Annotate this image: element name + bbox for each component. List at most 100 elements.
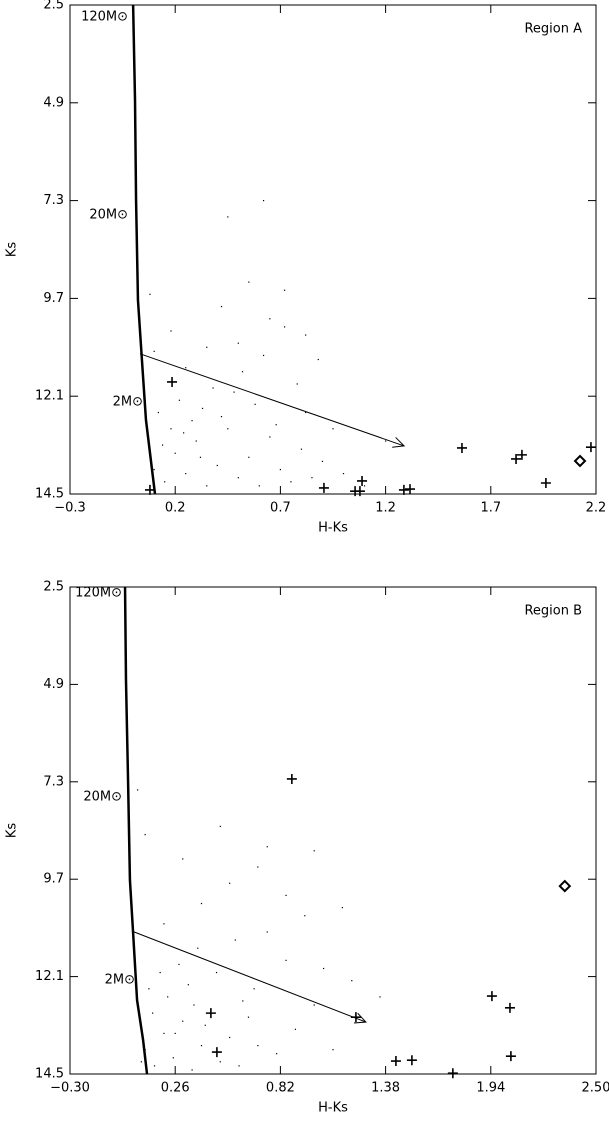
plus-marker	[447, 1068, 458, 1079]
plus-marker	[398, 484, 409, 495]
star-dot	[305, 334, 307, 336]
star-dot	[285, 959, 287, 961]
plus-marker	[354, 486, 365, 497]
plus-marker	[456, 442, 467, 453]
star-dot	[219, 825, 221, 828]
star-dot	[174, 452, 176, 454]
star-dot	[241, 371, 244, 373]
star-dot	[174, 1032, 176, 1035]
star-dot	[248, 456, 250, 458]
star-dot	[351, 980, 353, 982]
star-dot	[305, 411, 307, 414]
star-dot	[304, 915, 306, 917]
star-dot	[317, 358, 319, 361]
x-tick-label: 1.94	[476, 1081, 505, 1096]
star-dot	[172, 1057, 174, 1059]
mass-label: 120M⊙	[75, 586, 122, 601]
panel: −0.30 0.26 0.82 1.38 1.94 2.50 2.5 4.9 7.3 9.7 12.…	[5, 580, 609, 1116]
star-dot	[170, 330, 172, 332]
plus-marker	[486, 991, 497, 1002]
x-tick-label: 2.50	[582, 1081, 609, 1096]
x-tick-label: 1.7	[480, 501, 501, 516]
plus-marker	[390, 1056, 401, 1067]
star-dot	[262, 200, 265, 202]
star-dot	[321, 460, 324, 462]
star-dot	[200, 902, 203, 905]
star-dot	[149, 293, 151, 295]
plus-marker	[504, 1002, 515, 1013]
x-axis-label: H-Ks	[318, 521, 348, 536]
star-dot	[379, 996, 381, 998]
star-dot	[233, 391, 235, 393]
star-dot	[201, 407, 204, 410]
mass-label: 2M⊙	[113, 395, 143, 410]
star-dot	[182, 1020, 184, 1022]
star-dot	[144, 833, 146, 836]
y-tick-label: 4.9	[43, 677, 64, 692]
star-dot	[140, 1061, 142, 1063]
star-dot	[313, 1004, 315, 1006]
star-dot	[284, 326, 286, 328]
y-tick-label: 2.5	[43, 580, 64, 595]
star-dot	[215, 971, 218, 974]
star-dot	[313, 850, 315, 852]
star-dot	[229, 882, 231, 884]
star-dot	[163, 923, 165, 925]
x-tick-label: 0.2	[165, 501, 186, 516]
star-dot	[296, 383, 298, 385]
star-dot	[219, 1061, 221, 1063]
reddening-vector	[131, 930, 367, 1023]
plus-marker	[406, 1055, 417, 1066]
star-dot	[185, 367, 187, 369]
star-dot	[227, 428, 229, 430]
mass-label: 20M⊙	[89, 208, 128, 223]
star-dot	[220, 415, 223, 418]
star-dot	[254, 403, 256, 405]
star-dot	[311, 477, 313, 479]
arrow-head	[353, 1012, 367, 1024]
star-dot	[242, 1000, 244, 1002]
star-dot	[161, 444, 164, 446]
star-dot	[341, 907, 343, 909]
x-tick-label: 0.82	[266, 1081, 295, 1096]
x-axis-label: H-Ks	[318, 1101, 348, 1116]
star-dot	[269, 436, 271, 438]
star-dot	[187, 984, 189, 986]
star-dot	[275, 424, 277, 426]
x-tick-label: 0.26	[161, 1081, 190, 1096]
star-dot	[385, 440, 387, 442]
star-dot	[152, 1012, 154, 1014]
star-dot	[157, 411, 159, 414]
star-dot	[200, 1044, 203, 1047]
plus-marker	[167, 376, 178, 387]
star-dot	[284, 289, 286, 291]
star-dot	[332, 428, 334, 430]
panel: −0.3 0.2 0.7 1.2 1.7 2.2 2.5 4.9 7.3 9.7 12.1 14.5 H…	[5, 0, 607, 536]
mass-label: 2M⊙	[105, 973, 135, 988]
star-dot	[153, 350, 155, 352]
plus-marker	[318, 482, 329, 493]
x-tick-label: 1.38	[371, 1081, 400, 1096]
plus-marker	[505, 1051, 516, 1062]
star-dot	[247, 1016, 250, 1018]
y-axis-label: Ks	[5, 823, 20, 839]
star-dot	[342, 473, 345, 475]
region-label: Region B	[524, 604, 582, 619]
mass-label: 20M⊙	[83, 790, 122, 805]
star-dot	[191, 1069, 193, 1071]
star-dot	[204, 1024, 206, 1026]
star-dot	[269, 318, 271, 320]
y-tick-label: 12.1	[35, 389, 64, 404]
star-dot	[167, 996, 169, 998]
star-dot	[197, 947, 199, 949]
plus-marker	[516, 449, 527, 460]
plus-marker	[511, 453, 522, 464]
star-dot	[183, 432, 185, 434]
plus-marker	[350, 1012, 361, 1023]
mass-label: 120M⊙	[81, 10, 128, 25]
star-dot	[266, 931, 268, 933]
x-tick-label: 2.2	[586, 501, 607, 516]
star-dot	[227, 216, 229, 218]
x-tick-label: 0.7	[270, 501, 291, 516]
